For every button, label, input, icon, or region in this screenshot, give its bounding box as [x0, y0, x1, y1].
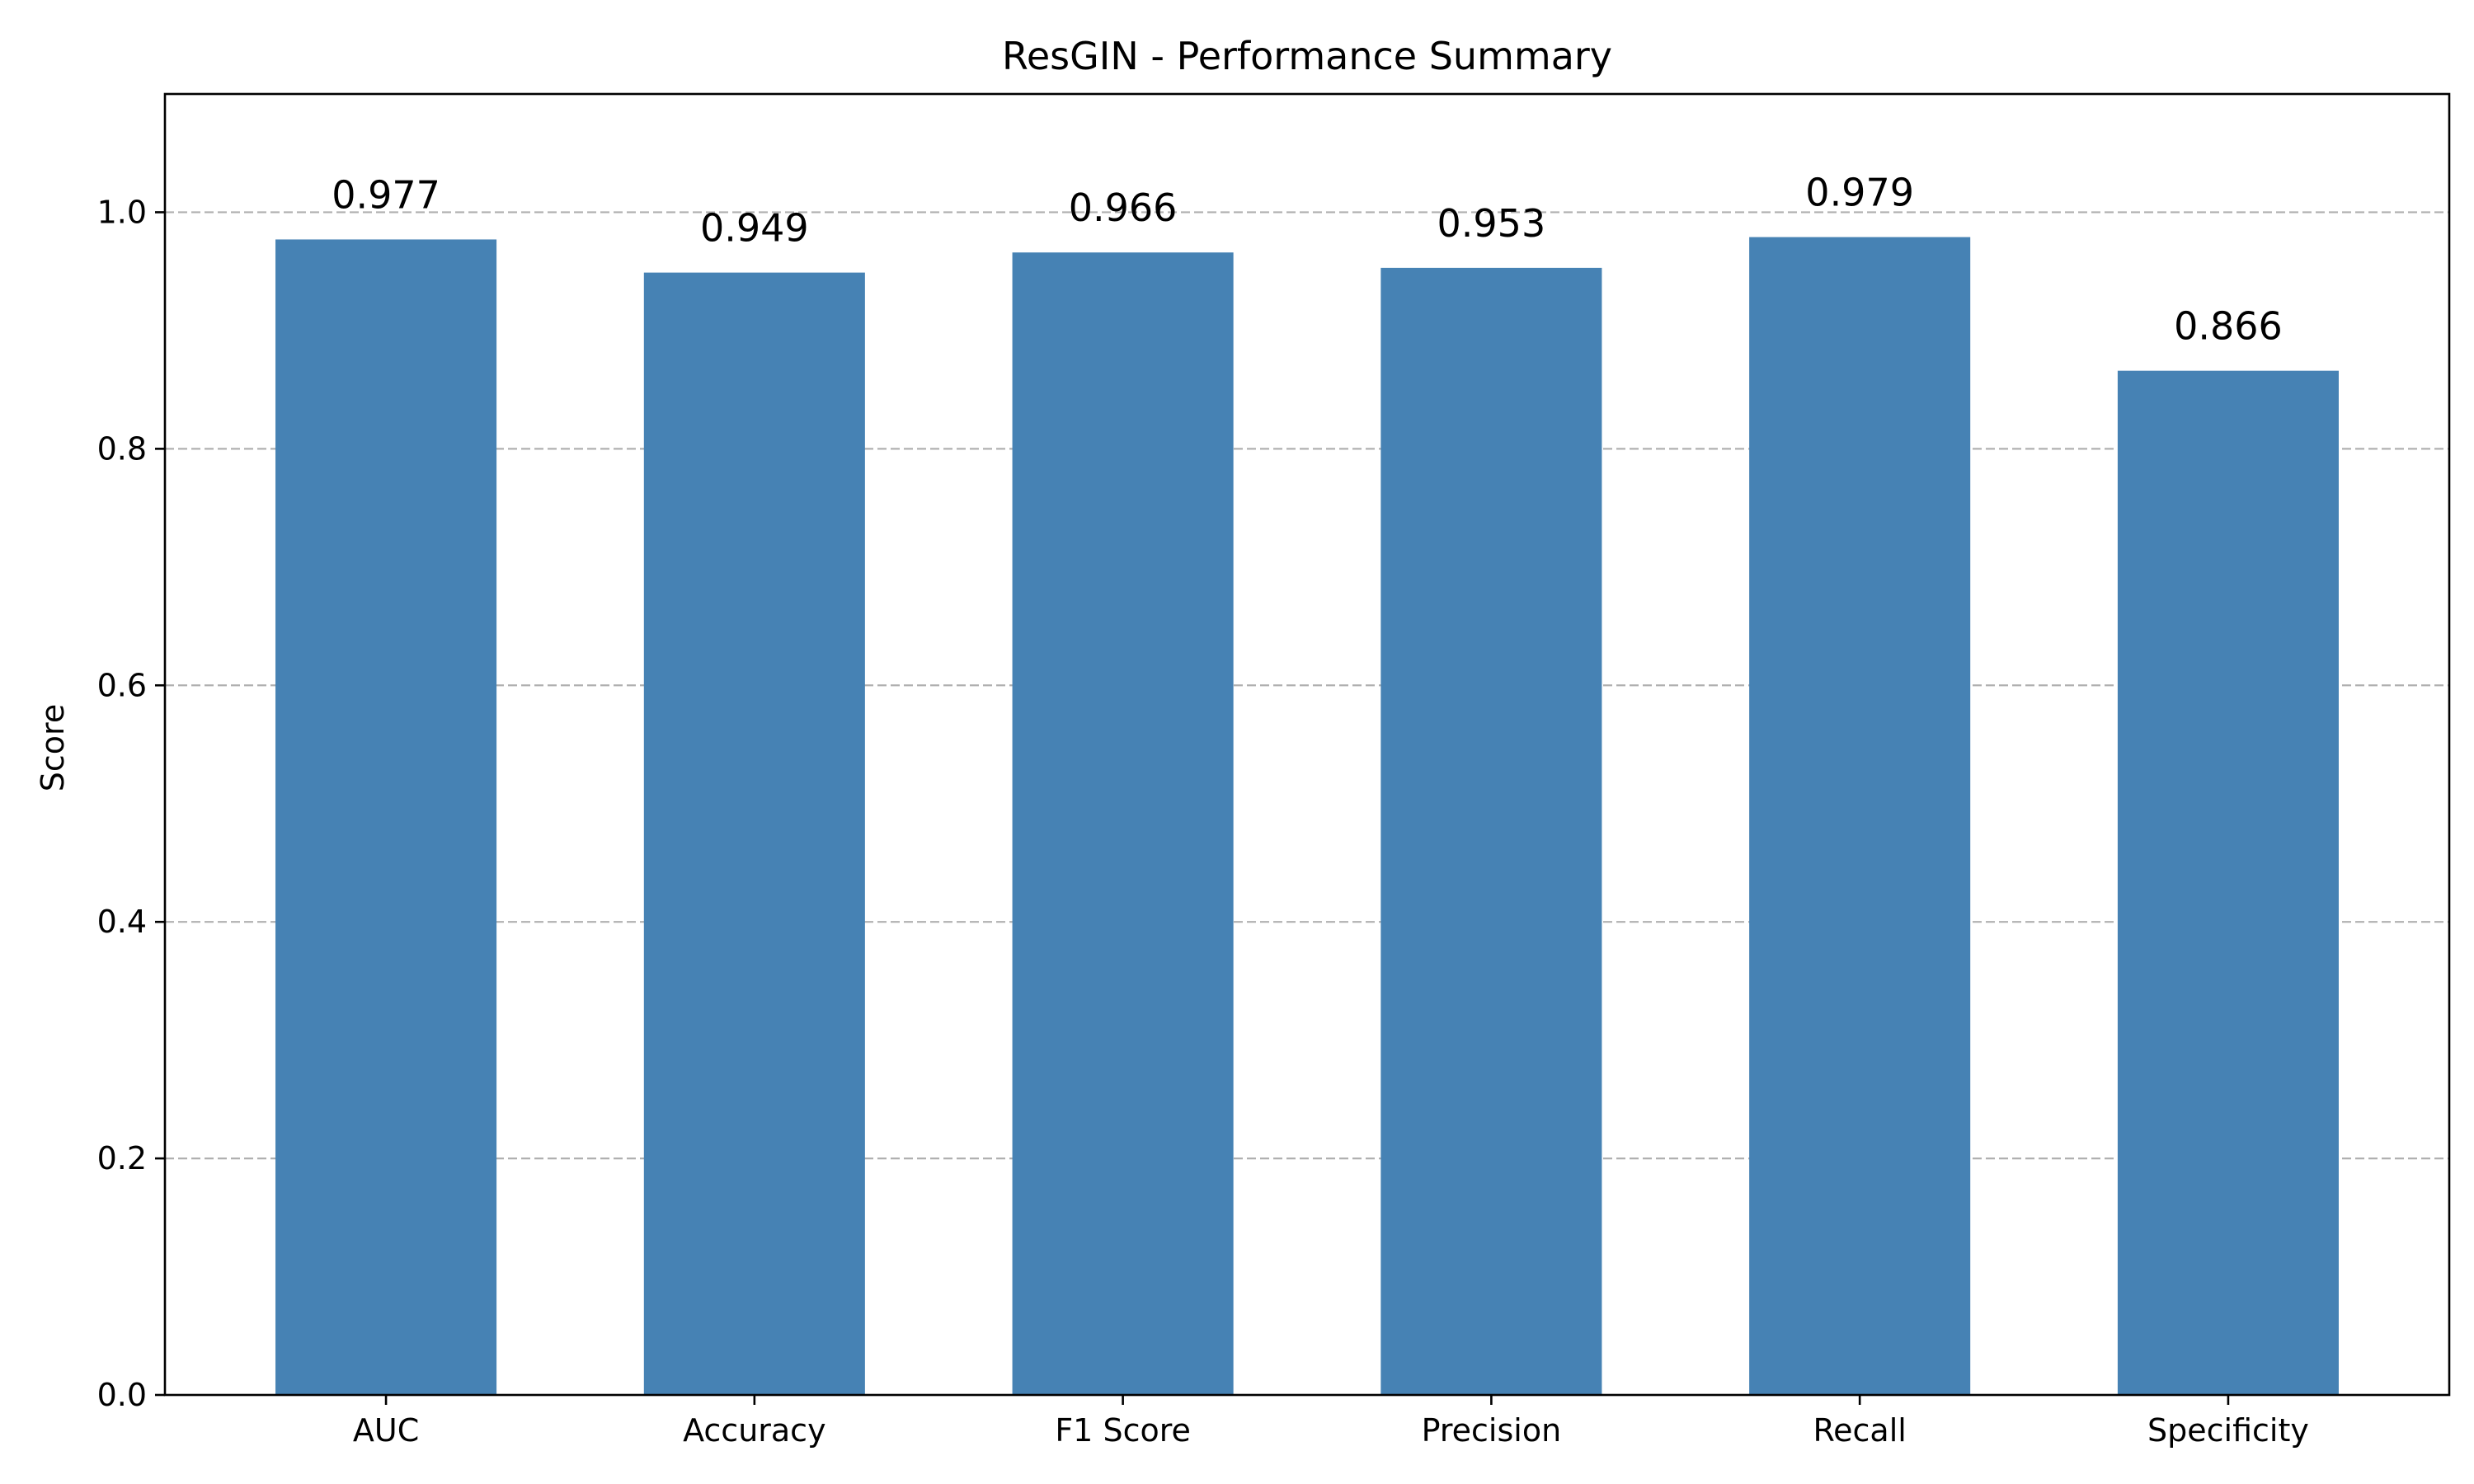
value-labels: 0.977 0.949 0.966 0.953 0.979 0.866 — [332, 171, 2283, 349]
x-tick-label: AUC — [353, 1412, 419, 1449]
x-tick-label: F1 Score — [1055, 1412, 1191, 1449]
chart-title: ResGIN - Performance Summary — [1002, 34, 1612, 78]
y-tick-label: 1.0 — [97, 194, 147, 230]
x-tick-label: Recall — [1813, 1412, 1906, 1449]
y-tick-label: 0.2 — [97, 1140, 147, 1176]
y-axis-label: Score — [35, 704, 71, 791]
bar — [1012, 252, 1234, 1395]
bar — [1749, 237, 1971, 1396]
bar — [643, 272, 865, 1396]
bar — [1380, 267, 1602, 1395]
grid-lines — [165, 211, 2449, 1160]
bar — [275, 239, 497, 1395]
y-axis-ticks: 0.0 0.2 0.4 0.6 0.8 1.0 — [97, 194, 165, 1413]
x-tick-label: Accuracy — [683, 1412, 826, 1449]
bar-value-label: 0.979 — [1805, 171, 1914, 215]
bar-value-label: 0.949 — [700, 206, 809, 251]
bar — [2117, 370, 2339, 1396]
x-tick-label: Specificity — [2147, 1412, 2309, 1449]
bar-value-label: 0.977 — [332, 172, 440, 217]
bar-value-label: 0.866 — [2174, 304, 2283, 349]
bars — [275, 237, 2339, 1396]
bar-value-label: 0.966 — [1069, 186, 1178, 230]
y-tick-label: 0.6 — [97, 667, 147, 703]
x-axis-ticks: AUC Accuracy F1 Score Precision Recall Specif… — [353, 1395, 2309, 1449]
y-tick-label: 0.8 — [97, 430, 147, 467]
plot-frame — [163, 92, 2451, 1397]
x-tick-label: Precision — [1422, 1412, 1562, 1449]
bar-value-label: 0.953 — [1437, 201, 1546, 246]
y-tick-label: 0.0 — [97, 1377, 147, 1413]
y-tick-label: 0.4 — [97, 904, 147, 940]
